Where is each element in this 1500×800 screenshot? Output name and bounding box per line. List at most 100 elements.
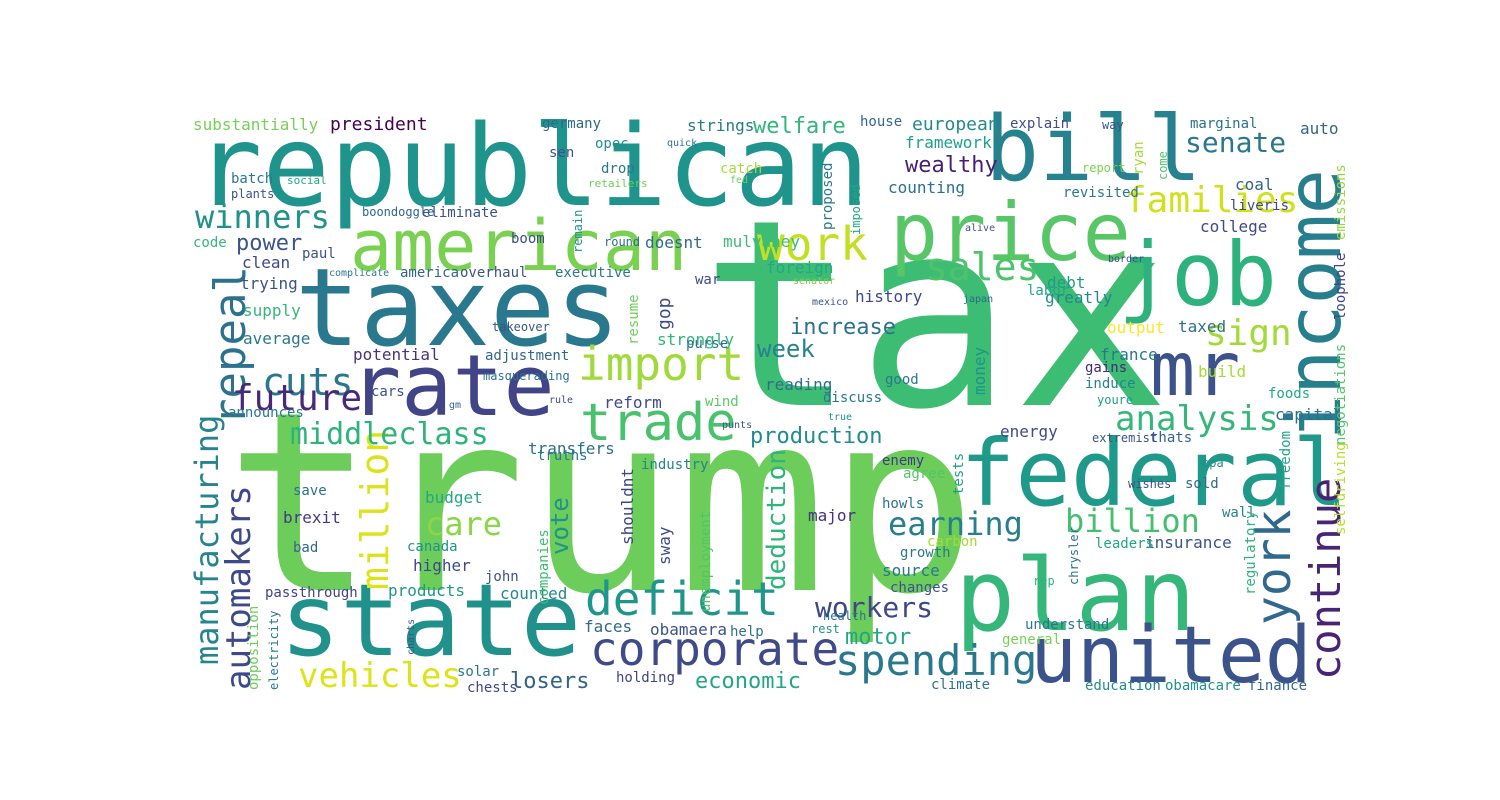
word-major: major: [808, 506, 857, 525]
word-increase: increase: [790, 315, 896, 340]
word-freedom: freedom: [1278, 431, 1294, 490]
word-potential: potential: [353, 345, 440, 364]
word-masquerading: masquerading: [483, 369, 570, 383]
word-import: import: [578, 337, 744, 391]
word-canada: canada: [407, 539, 458, 555]
word-catch: catch: [720, 161, 762, 177]
word-marginal: marginal: [1190, 116, 1257, 132]
word-boom: boom: [511, 231, 545, 247]
word-supply: supply: [243, 301, 301, 320]
word-social: social: [287, 174, 327, 187]
word-induce: induce: [1085, 376, 1136, 392]
word-paul: paul: [302, 246, 336, 262]
word-future: future: [232, 378, 362, 419]
word-sales: sales: [925, 245, 1039, 289]
word-foreign: foreign: [766, 258, 833, 277]
word-war: war: [695, 272, 720, 288]
word-solar: solar: [457, 664, 499, 680]
word-discuss: discuss: [823, 390, 882, 406]
word-counting: counting: [888, 178, 965, 197]
word-gop: gop: [654, 297, 675, 330]
word-imposed: imposed: [849, 184, 863, 235]
word-trying: trying: [240, 274, 298, 293]
word-senate: senate: [1185, 126, 1286, 159]
word-coal: coal: [1235, 175, 1274, 194]
word-eliminate: eliminate: [422, 205, 498, 221]
word-tests: tests: [951, 453, 967, 495]
word-federal: federal: [960, 420, 1348, 527]
word-mulvaney: mulvaney: [723, 232, 800, 251]
word-source: source: [882, 561, 940, 580]
word-cars: cars: [371, 384, 405, 400]
word-complicate: complicate: [329, 268, 389, 279]
word-boondoggle: boondoggle: [362, 205, 434, 219]
word-takeover: takeover: [492, 320, 550, 334]
word-budget: budget: [425, 488, 483, 507]
word-counted: counted: [500, 584, 567, 603]
word-trade: trade: [580, 393, 737, 453]
word-ryan: ryan: [1131, 141, 1147, 175]
word-college: college: [1200, 217, 1267, 236]
word-punts: punts: [722, 420, 752, 431]
word-fed: fed: [730, 175, 748, 186]
word-families: families: [1125, 180, 1298, 221]
word-sen: sen: [549, 145, 574, 161]
word-sway: sway: [655, 526, 674, 565]
word-taxes: taxes: [295, 246, 620, 371]
word-brexit: brexit: [283, 508, 341, 527]
word-rule: rule: [549, 395, 573, 406]
word-changes: changes: [890, 580, 949, 596]
word-state: state: [280, 562, 581, 679]
word-transfers: transfers: [528, 439, 615, 458]
word-reading: reading: [765, 375, 832, 394]
word-way: way: [1102, 118, 1124, 132]
word-plan: plan: [955, 537, 1196, 654]
word-enemy: enemy: [882, 453, 924, 469]
word-wealthy: wealthy: [905, 153, 998, 178]
word-president: president: [330, 114, 428, 135]
word-wind: wind: [705, 394, 739, 410]
word-repeal: repeal: [205, 266, 256, 425]
word-motor: motor: [845, 625, 911, 650]
word-greatly: greatly: [1045, 288, 1113, 307]
word-price: price: [890, 186, 1131, 279]
word-build: build: [1198, 362, 1246, 381]
word-insurance: insurance: [1145, 533, 1232, 552]
word-save: save: [293, 483, 327, 499]
word-growth: growth: [900, 545, 951, 561]
word-rep: rep: [1033, 574, 1055, 588]
word-week: week: [757, 335, 815, 363]
word-higher: higher: [413, 556, 471, 575]
word-reform: reform: [604, 393, 662, 412]
word-passthrough: passthrough: [265, 585, 358, 601]
word-report: report: [1082, 161, 1125, 175]
word-wishes: wishes: [1128, 477, 1171, 491]
word-winners: winners: [195, 198, 330, 236]
word-house: house: [860, 114, 902, 130]
word-opposition: opposition: [246, 606, 262, 690]
word-adjustment: adjustment: [485, 348, 569, 364]
word-york: york: [1246, 509, 1302, 625]
word-economic: economic: [695, 669, 801, 694]
word-european: european: [912, 114, 999, 135]
word-income: income: [1270, 169, 1358, 440]
word-agree: agree: [903, 466, 945, 482]
word-billion: billion: [1065, 502, 1200, 540]
word-american: american: [350, 205, 687, 287]
word-republican: republican: [195, 102, 869, 232]
word-rest: rest: [811, 622, 840, 636]
word-truths: truths: [537, 448, 588, 464]
word-cuts: cuts: [262, 360, 354, 404]
word-middleclass: middleclass: [290, 417, 489, 452]
word-true: true: [828, 412, 852, 423]
word-good: good: [885, 372, 919, 388]
word-quick: quick: [667, 138, 697, 149]
word-education: education: [1085, 678, 1161, 694]
word-production: production: [750, 424, 882, 449]
word-france: france: [1100, 345, 1158, 364]
word-explain: explain: [1010, 116, 1069, 132]
word-manufacturing: manufacturing: [188, 415, 226, 665]
word-obamaera: obamaera: [650, 620, 727, 639]
word-taxed: taxed: [1178, 317, 1226, 336]
